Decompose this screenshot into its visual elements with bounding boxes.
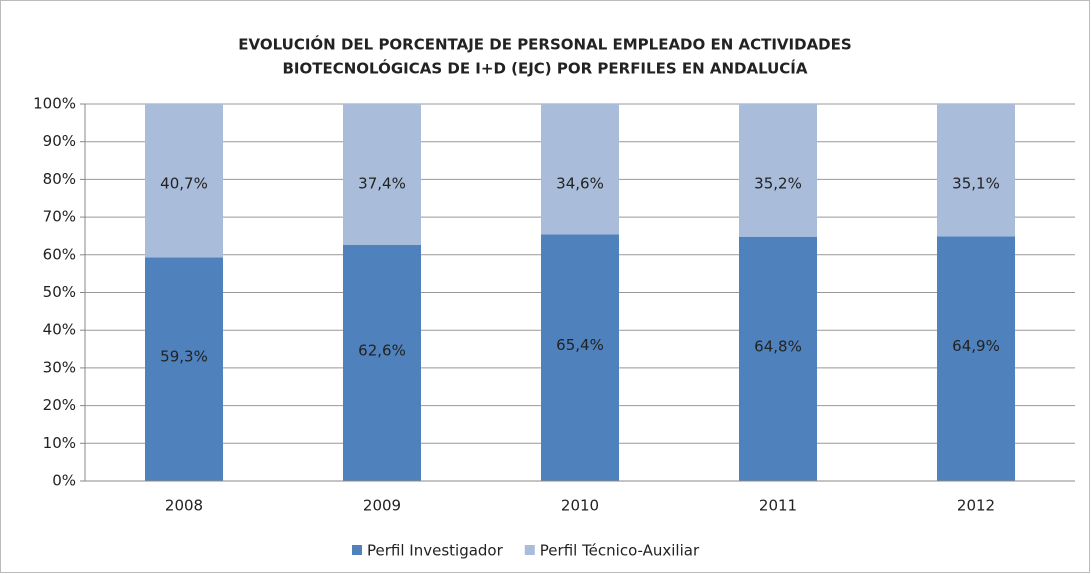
y-tick-label: 30% bbox=[43, 358, 76, 376]
y-tick-label: 10% bbox=[43, 434, 76, 452]
chart-title: EVOLUCIÓN DEL PORCENTAJE DE PERSONAL EMP… bbox=[238, 35, 851, 54]
data-label: 62,6% bbox=[358, 341, 406, 359]
bar-segment bbox=[937, 236, 1015, 481]
data-label: 65,4% bbox=[556, 336, 604, 354]
data-label: 35,2% bbox=[754, 175, 802, 193]
y-tick-label: 0% bbox=[52, 472, 76, 490]
legend-swatch bbox=[524, 545, 535, 555]
chart-title: BIOTECNOLÓGICAS DE I+D (EJC) POR PERFILE… bbox=[283, 59, 808, 78]
legend-label: Perfil Investigador bbox=[367, 542, 504, 560]
data-label: 64,8% bbox=[754, 337, 802, 355]
x-tick-label: 2011 bbox=[759, 497, 797, 515]
bar-segment bbox=[145, 104, 223, 258]
y-tick-label: 50% bbox=[43, 283, 76, 301]
legend-label: Perfil Técnico-Auxiliar bbox=[540, 542, 700, 560]
bar-segment bbox=[541, 104, 619, 235]
x-tick-label: 2010 bbox=[561, 497, 599, 515]
y-tick-label: 100% bbox=[33, 95, 76, 113]
bar-segment bbox=[145, 257, 223, 481]
x-tick-label: 2012 bbox=[957, 497, 995, 515]
data-label: 37,4% bbox=[358, 175, 406, 193]
y-tick-label: 20% bbox=[43, 396, 76, 414]
y-tick-label: 60% bbox=[43, 245, 76, 263]
data-label: 64,9% bbox=[952, 337, 1000, 355]
y-tick-label: 90% bbox=[43, 132, 76, 150]
y-tick-label: 40% bbox=[43, 321, 76, 339]
data-label: 35,1% bbox=[952, 175, 1000, 193]
y-tick-label: 80% bbox=[43, 170, 76, 188]
bar-segment bbox=[541, 234, 619, 481]
data-label: 59,3% bbox=[160, 348, 208, 366]
legend-swatch bbox=[352, 545, 362, 555]
bar-segment bbox=[343, 244, 421, 481]
bar-segment bbox=[739, 236, 817, 481]
y-tick-label: 70% bbox=[43, 208, 76, 226]
bar-segment bbox=[739, 104, 817, 237]
bar-segment bbox=[343, 104, 421, 245]
x-tick-label: 2008 bbox=[165, 497, 203, 515]
x-tick-label: 2009 bbox=[363, 497, 401, 515]
bar-segment bbox=[937, 104, 1015, 237]
data-label: 34,6% bbox=[556, 175, 604, 193]
data-label: 40,7% bbox=[160, 175, 208, 193]
